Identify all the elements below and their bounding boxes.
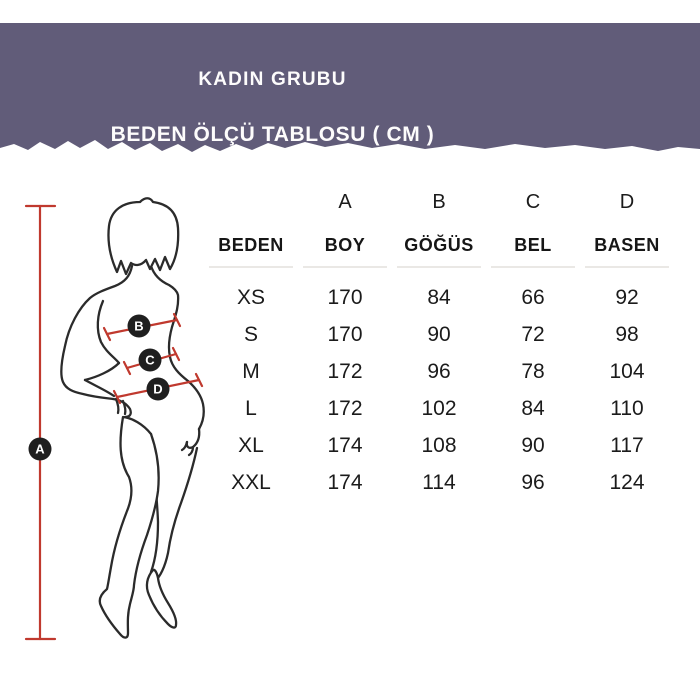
- measurement-value: 104: [609, 360, 645, 383]
- header-underline: [580, 266, 674, 268]
- table-row: L 172 102 84 110: [204, 397, 674, 421]
- size-label: L: [245, 397, 257, 420]
- column-header: GÖĞÜS: [404, 235, 474, 255]
- header-banner: KADIN GRUBU BEDEN ÖLÇÜ TABLOSU ( CM ): [0, 23, 700, 155]
- column-letter: [204, 190, 298, 214]
- header-underline: [392, 266, 486, 268]
- measurement-value: 96: [521, 471, 545, 494]
- table-row: M 172 96 78 104: [204, 360, 674, 384]
- hip-line-d: [112, 372, 204, 405]
- measurement-value: 174: [327, 471, 363, 494]
- measurement-value: 84: [521, 397, 545, 420]
- size-rows: XS 170 84 66 92 S 170 90 72 98 M 172 96 78 104 L 172 102 8…: [204, 286, 674, 508]
- measurement-value: 96: [427, 360, 451, 383]
- marker-d-label: D: [153, 382, 162, 397]
- size-label: S: [243, 323, 258, 346]
- column-header: BEDEN: [218, 235, 284, 255]
- column-header: BOY: [324, 235, 366, 255]
- size-label: M: [242, 360, 260, 383]
- measurement-value: 66: [521, 286, 545, 309]
- header-underline: [204, 266, 298, 268]
- header-underline: [486, 266, 580, 268]
- marker-c: C: [138, 348, 162, 372]
- page-title: KADIN GRUBU: [198, 69, 347, 90]
- column-header: BASEN: [594, 235, 660, 255]
- column-header: BEL: [514, 235, 552, 255]
- header-underline: [298, 266, 392, 268]
- bust-line-b: [102, 312, 182, 342]
- size-label: XL: [238, 434, 264, 457]
- marker-b: B: [127, 314, 151, 338]
- measurement-value: 90: [427, 323, 451, 346]
- table-row: S 170 90 72 98: [204, 323, 674, 347]
- measurement-value: 102: [421, 397, 457, 420]
- torn-paper-edge: [0, 140, 700, 155]
- column-letter: D: [619, 191, 635, 213]
- table-row: XXL 174 114 96 124: [204, 471, 674, 495]
- measurement-value: 72: [521, 323, 545, 346]
- waist-line-c: [122, 346, 181, 376]
- measurement-value: 98: [615, 323, 639, 346]
- front-leg: [98, 415, 160, 639]
- column-header-row: BEDEN BOY GÖĞÜS BEL BASEN: [204, 233, 674, 257]
- measurement-value: 170: [327, 286, 363, 309]
- measurement-value: 174: [327, 434, 363, 457]
- left-arm: [60, 264, 134, 419]
- height-line-a: [24, 204, 57, 641]
- measurement-value: 108: [421, 434, 457, 457]
- torso-inner-contour: [83, 299, 121, 398]
- back-leg: [145, 432, 199, 629]
- column-letter-row: A B C D: [204, 190, 674, 214]
- column-letter: B: [432, 191, 446, 213]
- marker-a-label: A: [35, 442, 45, 457]
- measurement-value: 172: [327, 397, 363, 420]
- page-subtitle: BEDEN ÖLÇÜ TABLOSU ( CM ): [110, 123, 435, 146]
- measurement-value: 110: [610, 397, 644, 420]
- marker-a: A: [28, 437, 52, 461]
- torso-right-side: [149, 264, 205, 457]
- measurement-lines: [24, 204, 204, 641]
- size-label: XXL: [231, 471, 271, 494]
- measurement-value: 170: [327, 323, 363, 346]
- column-letter: C: [525, 191, 541, 213]
- woman-figure-outline: [60, 197, 205, 639]
- measurement-value: 117: [610, 434, 644, 457]
- letter-markers: A B C D: [28, 314, 170, 461]
- measurement-value: 78: [521, 360, 545, 383]
- hair: [107, 197, 180, 276]
- column-letter: A: [338, 191, 352, 213]
- measurement-value: 84: [427, 286, 451, 309]
- size-label: XS: [236, 286, 265, 309]
- marker-b-label: B: [134, 319, 143, 334]
- measurement-value: 124: [609, 471, 645, 494]
- marker-c-label: C: [145, 353, 155, 368]
- header-divider-row: [204, 266, 674, 268]
- measurement-value: 90: [521, 434, 545, 457]
- marker-d: D: [146, 377, 170, 401]
- measurement-value: 172: [327, 360, 363, 383]
- table-row: XL 174 108 90 117: [204, 434, 674, 458]
- measurement-value: 92: [615, 286, 639, 309]
- table-row: XS 170 84 66 92: [204, 286, 674, 310]
- measurement-value: 114: [422, 471, 456, 494]
